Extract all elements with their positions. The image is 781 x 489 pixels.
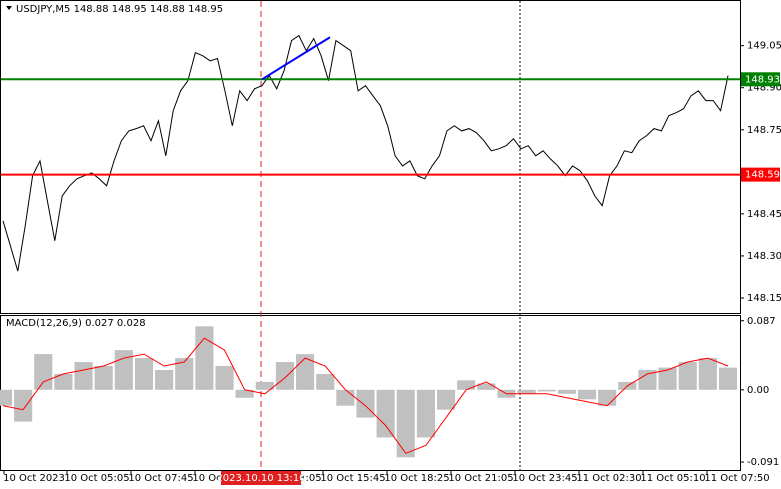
histogram-bar bbox=[718, 367, 738, 390]
histogram-bar bbox=[195, 326, 214, 390]
histogram-bar bbox=[296, 354, 315, 390]
histogram-bar bbox=[557, 389, 576, 394]
x-tick-label: 10 Oct 07:45 bbox=[128, 473, 193, 484]
histogram-bar bbox=[598, 389, 617, 406]
level-box bbox=[741, 72, 780, 87]
histogram-bar bbox=[577, 389, 597, 400]
y-tick-label: 148.90 bbox=[747, 83, 781, 94]
histogram-bar bbox=[537, 389, 556, 392]
level-box bbox=[741, 167, 780, 182]
histogram-bar bbox=[74, 362, 93, 390]
y-tick-label: 148.45 bbox=[747, 209, 781, 220]
y-tick-label: 149.05 bbox=[747, 41, 781, 52]
signal-line bbox=[2, 337, 729, 454]
y-tick-label: 148.75 bbox=[747, 125, 781, 136]
histogram-bar bbox=[0, 389, 13, 406]
histogram-bar bbox=[155, 369, 174, 390]
histogram-bar bbox=[175, 358, 194, 390]
histogram-bar bbox=[517, 389, 536, 394]
price-title: USDJPY,M5 148.88 148.95 148.88 148.95 bbox=[16, 4, 223, 15]
histogram-bar bbox=[416, 389, 435, 438]
histogram-bar bbox=[396, 389, 415, 458]
cursor-label: 2023.10.10 13:10 bbox=[216, 473, 305, 484]
histogram-bar bbox=[14, 389, 33, 422]
histogram-bar bbox=[316, 373, 335, 390]
histogram-bar bbox=[638, 369, 657, 390]
x-tick-label: 10 Oct 23:45 bbox=[512, 473, 577, 484]
histogram-bar bbox=[34, 354, 53, 390]
histogram-bar bbox=[54, 373, 73, 390]
histogram-bar bbox=[678, 362, 697, 390]
price-panel-border bbox=[0, 0, 741, 314]
y-tick-label: 0.00 bbox=[747, 385, 769, 396]
x-tick-label: 11 Oct 05:10 bbox=[640, 473, 705, 484]
histogram-bar bbox=[235, 389, 254, 398]
trend-line bbox=[261, 36, 331, 81]
x-tick-label: 10 Oct 21:05 bbox=[448, 473, 513, 484]
x-tick-label: 11 Oct 07:50 bbox=[704, 473, 769, 484]
x-tick-label: 10 Oct 18:25 bbox=[384, 473, 449, 484]
histogram-bar bbox=[94, 366, 113, 390]
menu-arrow bbox=[6, 6, 12, 10]
histogram-bar bbox=[376, 389, 395, 438]
x-tick-label: 11 Oct 02:30 bbox=[576, 473, 641, 484]
y-tick-label: 0.087 bbox=[747, 316, 776, 327]
x-tick-label: 10 Oct 15:45 bbox=[320, 473, 385, 484]
histogram-bar bbox=[698, 358, 717, 390]
histogram-bar bbox=[134, 358, 154, 390]
x-tick-label: 10 Oct 2023 bbox=[3, 473, 65, 484]
y-tick-label: -0.091 bbox=[747, 457, 779, 468]
histogram-bar bbox=[114, 350, 133, 390]
level-label: 148.93 bbox=[745, 74, 780, 85]
histogram-bar bbox=[457, 380, 476, 390]
histogram-bar bbox=[336, 389, 355, 406]
level-label: 148.59 bbox=[745, 170, 780, 181]
histogram-bar bbox=[436, 389, 456, 410]
histogram-bar bbox=[477, 383, 496, 390]
y-tick-label: 148.15 bbox=[747, 293, 781, 304]
histogram-bar bbox=[275, 362, 295, 390]
histogram-bar bbox=[356, 389, 375, 418]
y-tick-label: 148.30 bbox=[747, 251, 781, 262]
marks: 149.05 148.90 148.75 148.45 148.30 148.15 148.… bbox=[0, 34, 781, 485]
histogram-bar bbox=[658, 367, 677, 390]
histogram-bar bbox=[255, 381, 274, 390]
histogram-bar bbox=[215, 366, 234, 390]
macd-title: MACD(12,26,9) 0.027 0.028 bbox=[6, 318, 146, 329]
price-line bbox=[2, 34, 729, 272]
x-tick-label: 10 Oct 05:05 bbox=[64, 473, 129, 484]
cursor-box bbox=[221, 471, 301, 485]
